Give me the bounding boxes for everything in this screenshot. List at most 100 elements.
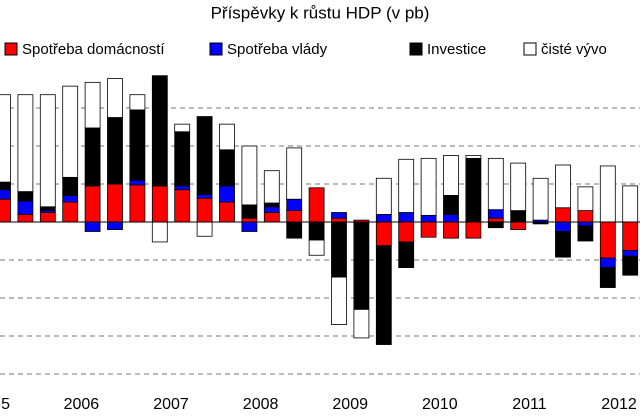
bar-segment — [84, 81, 101, 129]
bar-segment — [17, 191, 34, 202]
bar-segment — [465, 155, 482, 159]
bar-segment — [263, 206, 280, 213]
x-tick-label: 2009 — [332, 396, 368, 413]
bar-segment — [62, 201, 79, 223]
bar-segment — [398, 212, 415, 223]
bar-segment — [375, 177, 392, 215]
bar-segment — [84, 221, 101, 232]
bar-segment — [39, 206, 56, 212]
bar-segment — [599, 267, 616, 288]
bar-segment — [487, 221, 504, 229]
bar-segment — [487, 217, 504, 223]
x-tick-label: 2007 — [153, 396, 189, 413]
bar-segment — [599, 165, 616, 223]
bar-segment — [129, 179, 146, 186]
bar-segment — [510, 210, 527, 223]
bar-segment — [577, 225, 594, 242]
bar-segment — [62, 85, 79, 178]
bar-segment — [196, 116, 213, 195]
bar-segment — [443, 155, 459, 196]
bar-segment — [398, 158, 415, 213]
bar-segment — [151, 185, 168, 223]
bar-segment — [0, 94, 11, 183]
bar-segment — [219, 123, 235, 151]
bar-segment — [331, 221, 347, 278]
legend-label: Investice — [427, 41, 486, 58]
bar-segment — [375, 213, 392, 223]
bar-segment — [263, 202, 280, 208]
bar-segment — [308, 221, 325, 241]
bar-segment — [62, 176, 79, 196]
bar-segment — [331, 217, 347, 223]
bar-segment — [241, 217, 258, 223]
bar-segment — [174, 189, 191, 223]
bar-segment — [286, 210, 303, 223]
bar-segment — [622, 255, 639, 276]
bar-segment — [555, 221, 571, 232]
bar-segment — [331, 212, 347, 219]
bar-segment — [17, 200, 34, 215]
bar-segment — [308, 239, 325, 256]
bar-segment — [622, 221, 639, 251]
bar-segment — [443, 221, 459, 239]
bar-segment — [443, 213, 459, 223]
bar-segment — [420, 214, 437, 223]
bar-segment — [622, 250, 639, 257]
legend-swatch — [523, 42, 537, 56]
bar-segment — [174, 131, 191, 187]
bar-segment — [286, 221, 303, 239]
bar-segment — [510, 162, 527, 212]
bar-segment — [219, 201, 235, 223]
bar-segment — [555, 207, 571, 223]
bar-segment — [443, 194, 459, 215]
bar-segment — [129, 109, 146, 181]
bar-segment — [599, 221, 616, 259]
bar-segment — [510, 221, 527, 230]
bar-segment — [532, 177, 549, 221]
bar-segment — [398, 241, 415, 268]
bar-segment — [398, 221, 415, 243]
bar-segment — [196, 197, 213, 223]
bar-segment — [487, 209, 504, 219]
x-tick-label: 5 — [1, 396, 10, 413]
bar-segment — [286, 147, 303, 200]
legend-label: Spotřeba vlády — [227, 41, 328, 58]
bar-segment — [420, 221, 437, 238]
bar-segment — [196, 194, 213, 199]
bar-segment — [62, 194, 79, 203]
legend-label: Spotřeba domácností — [22, 41, 165, 58]
bar-segment — [577, 186, 594, 212]
bar-segment — [375, 221, 392, 247]
legend-swatch — [4, 42, 18, 56]
bar-segment — [174, 123, 191, 133]
bar-segment — [107, 183, 123, 223]
bar-segment — [577, 221, 594, 227]
bar-segment — [107, 221, 123, 230]
bar-segment — [0, 198, 11, 223]
bar-segment — [107, 117, 123, 185]
x-tick-label: 2011 — [512, 396, 547, 413]
bar-segment — [331, 276, 347, 326]
bar-segment — [241, 204, 258, 219]
bar-segment — [375, 245, 392, 345]
bar-segment — [129, 184, 146, 223]
bar-segment — [420, 157, 437, 216]
bar-segment — [487, 157, 504, 211]
bar-segment — [107, 78, 123, 118]
x-tick-label: 2012 — [601, 396, 637, 413]
bar-segment — [219, 149, 235, 187]
bar-segment — [151, 221, 168, 243]
bar-segment — [39, 212, 56, 223]
bar-segment — [465, 221, 482, 239]
bar-segment — [241, 145, 258, 206]
bar-segment — [241, 221, 258, 232]
bar-segment — [263, 170, 280, 204]
bar-segment — [0, 189, 11, 200]
bar-segment — [174, 185, 191, 191]
bar-segment — [129, 94, 146, 111]
x-tick-label: 2008 — [243, 396, 279, 413]
bar-segment — [555, 164, 571, 209]
bar-segment — [308, 187, 325, 223]
bar-segment — [599, 257, 616, 269]
